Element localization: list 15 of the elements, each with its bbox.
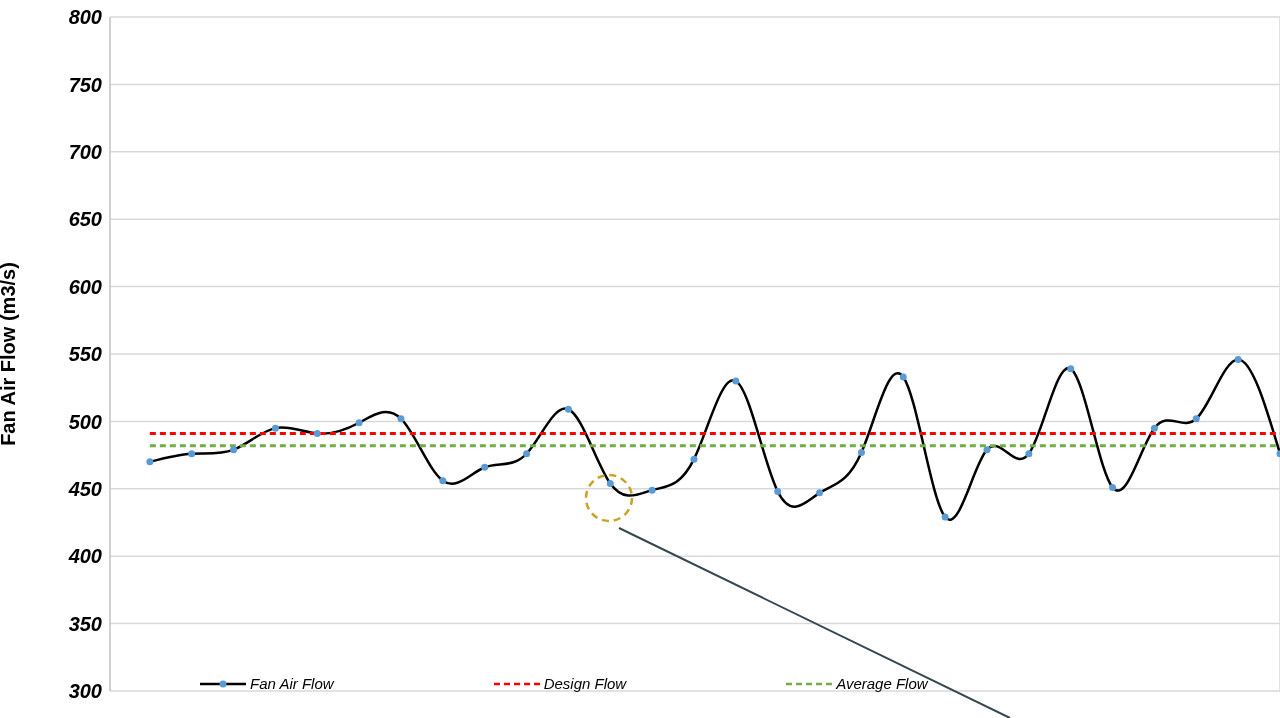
legend-label: Design Flow xyxy=(543,675,627,692)
y-tick-label: 700 xyxy=(68,140,102,163)
y-tick-label: 600 xyxy=(68,275,102,298)
legend-label: Average Flow xyxy=(836,675,928,692)
y-tick-label: 350 xyxy=(68,612,102,635)
y-tick-label: 300 xyxy=(68,680,102,703)
y-tick-label: 650 xyxy=(68,208,102,231)
y-axis-title: Fan Air Flow (m3/s) xyxy=(0,262,20,446)
y-tick-label: 450 xyxy=(67,477,102,500)
legend-label: Fan Air Flow xyxy=(250,675,334,692)
y-tick-label: 400 xyxy=(67,545,102,568)
y-tick-label: 750 xyxy=(68,73,102,96)
y-tick-label: 500 xyxy=(68,410,102,433)
y-tick-label: 550 xyxy=(68,343,102,366)
y-tick-label: 800 xyxy=(68,6,102,29)
